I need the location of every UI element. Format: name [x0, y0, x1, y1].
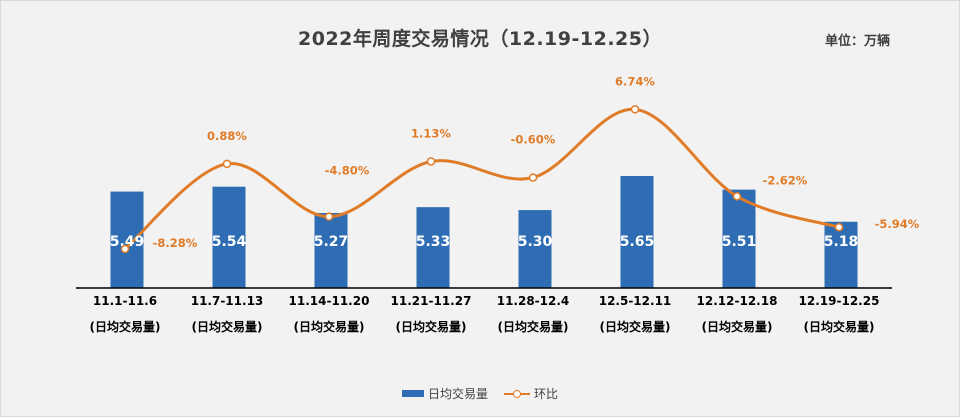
x-tick-label-5: 12.5-12.11 — [599, 294, 672, 308]
x-tick-sublabel-2: (日均交易量) — [294, 319, 365, 334]
mom-point-1 — [222, 159, 232, 169]
x-tick-sublabel-7: (日均交易量) — [804, 319, 875, 334]
bar-7 — [824, 221, 858, 288]
mom-label-6: -2.62% — [763, 173, 808, 187]
x-tick-sublabel-4: (日均交易量) — [498, 319, 569, 334]
x-tick-label-4: 11.28-12.4 — [497, 294, 570, 308]
legend: 日均交易量 环比 — [0, 385, 960, 402]
mom-label-5: 6.74% — [615, 74, 655, 88]
mom-point-3 — [426, 157, 436, 166]
bar-0 — [110, 191, 144, 288]
legend-line-label: 环比 — [534, 387, 559, 401]
chart-title: 2022年周度交易情况（12.19-12.25） — [298, 28, 662, 50]
legend-item-line: 环比 — [504, 385, 558, 402]
bar-value-label-1: 5.54 — [212, 234, 247, 250]
x-tick-label-6: 12.12-12.18 — [697, 294, 778, 308]
bar-value-label-6: 5.51 — [722, 234, 757, 250]
mom-point-0 — [120, 244, 130, 254]
bar-value-label-5: 5.65 — [620, 234, 655, 250]
bar-value-label-0: 5.49 — [110, 234, 145, 250]
legend-item-bar: 日均交易量 — [401, 385, 488, 402]
mom-label-2: -4.80% — [325, 164, 370, 178]
bar-5 — [620, 175, 654, 288]
mom-line — [124, 107, 840, 251]
legend-line-swatch — [504, 389, 530, 399]
mom-label-1: 0.88% — [207, 129, 247, 143]
bar-value-label-3: 5.33 — [416, 234, 451, 250]
mom-label-3: 1.13% — [411, 126, 451, 140]
bar-3 — [416, 207, 450, 288]
x-tick-label-7: 12.19-12.25 — [799, 294, 880, 308]
bar-value-label-7: 5.18 — [824, 234, 859, 250]
x-tick-sublabel-1: (日均交易量) — [192, 319, 263, 334]
legend-bar-swatch — [401, 390, 424, 397]
mom-label-0: -8.28% — [153, 236, 198, 250]
x-tick-sublabel-5: (日均交易量) — [600, 319, 671, 334]
mom-point-7 — [834, 222, 844, 232]
bar-value-label-2: 5.27 — [314, 234, 349, 250]
mom-point-2 — [324, 212, 334, 221]
mom-label-7: -5.94% — [875, 217, 920, 231]
x-tick-label-0: 11.1-11.6 — [93, 294, 157, 308]
x-tick-sublabel-0: (日均交易量) — [90, 319, 161, 334]
unit-label: 单位：万辆 — [824, 34, 890, 49]
bar-1 — [212, 186, 246, 288]
mom-point-5 — [630, 105, 640, 114]
bar-6 — [722, 189, 756, 288]
x-tick-sublabel-6: (日均交易量) — [702, 319, 773, 334]
bar-2 — [314, 213, 348, 288]
x-tick-label-2: 11.14-11.20 — [289, 294, 370, 308]
bar-value-label-4: 5.30 — [518, 234, 553, 250]
mom-point-6 — [732, 192, 742, 201]
x-tick-label-3: 11.21-11.27 — [391, 294, 472, 308]
x-tick-sublabel-3: (日均交易量) — [396, 319, 467, 334]
mom-label-4: -0.60% — [511, 133, 556, 147]
mom-point-4 — [528, 173, 538, 182]
bar-4 — [518, 210, 552, 288]
legend-bar-label: 日均交易量 — [427, 387, 488, 401]
x-tick-label-1: 11.7-11.13 — [191, 294, 264, 308]
